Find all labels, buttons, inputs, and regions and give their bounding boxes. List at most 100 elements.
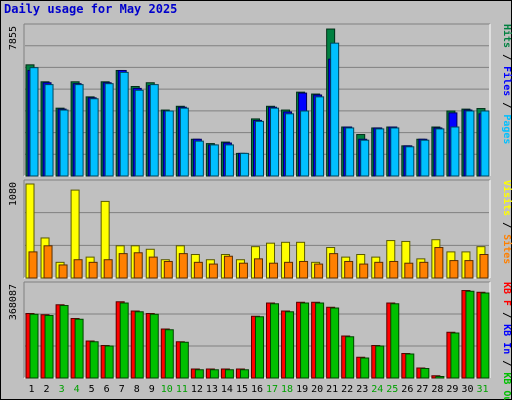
bar-pages [59,109,69,177]
bar-kb-out [44,315,54,379]
bar-sites [193,261,203,279]
bar-sites [404,262,414,279]
day-label: 17 [266,384,278,395]
bar-pages [89,98,99,177]
panel-3: 368087 KB F / KB In / KB Out [8,281,512,400]
day-label: 24 [371,384,383,395]
bar-pages [119,71,129,177]
legend-entry: Hits [501,24,512,48]
day-label: 21 [326,384,338,395]
bar-sites [419,261,429,279]
bar-kb-out [420,368,430,379]
day-label: 20 [311,384,323,395]
legend: KB F / KB In / KB Out [501,282,512,400]
bar-pages [224,144,234,177]
bar-kb-out [315,302,325,379]
day-label: 19 [296,384,308,395]
bar-pages [435,128,445,177]
bar-pages [480,110,490,177]
bar-kb-out [149,313,159,379]
y-max-label: 7855 [8,26,19,50]
bar-sites [389,260,399,279]
legend-entry: / [501,306,512,324]
bar-pages [345,127,355,177]
bar-sites [178,253,188,279]
bar-kb-out [480,292,490,379]
bar-sites [88,261,98,279]
day-label: 26 [401,384,413,395]
bar-sites [299,260,309,279]
bar-kb-out [375,345,385,379]
day-label: 28 [431,384,443,395]
bar-kb-out [390,303,400,379]
bar-kb-out [119,302,129,379]
bar-sites [43,245,53,279]
day-label: 22 [341,384,353,395]
day-label: 10 [161,384,173,395]
bar-sites [479,254,489,279]
bar-kb-out [300,302,310,379]
legend-entry: / [501,96,512,114]
day-label: 30 [461,384,473,395]
bar-sites [208,263,218,279]
bar-kb-out [59,305,69,379]
bar-sites [28,251,38,279]
bar-pages [330,42,340,177]
bar-kb-out [254,316,264,379]
bar-pages [104,83,114,177]
legend-entry: KB Out [501,372,512,400]
bar-pages [29,67,39,177]
legend: Visits / Sites [501,180,512,264]
bar-pages [74,84,84,177]
bar-kb-out [435,376,445,379]
bar-pages [450,126,460,177]
bar-kb-out [104,345,114,379]
legend-entry: Pages [501,114,512,144]
bar-sites [344,260,354,279]
legend-entry: KB In [501,324,512,354]
bar-kb-out [29,313,39,379]
bar-kb-out [465,290,475,379]
day-label: 31 [476,384,488,395]
bar-sites [238,262,248,279]
legend-entry: / [501,216,512,234]
bar-pages [134,89,144,177]
bar-kb-out [89,341,99,379]
bar-pages [405,146,415,177]
bar-sites [253,258,263,279]
day-label: 15 [236,384,248,395]
bar-kb-out [179,341,189,379]
bar-sites [148,256,158,279]
day-label: 12 [191,384,203,395]
day-label: 6 [104,384,110,395]
bar-pages [239,152,249,177]
bar-pages [149,84,159,177]
bar-pages [194,140,204,177]
day-label: 8 [134,384,140,395]
chart-title: Daily usage for May 2025 [4,2,178,16]
bar-sites [449,260,459,279]
panel-1: 7855 Hits / Files / Pages [8,23,512,177]
bar-pages [209,144,219,177]
bar-kb-out [74,318,84,379]
day-label: 16 [251,384,263,395]
bar-kb-out [164,329,174,379]
day-label: 1 [29,384,35,395]
bar-pages [285,113,295,177]
legend-entry: Files [501,66,512,96]
legend-entry: Sites [501,234,512,264]
bar-sites [118,253,128,279]
bar-kb-out [360,357,370,379]
day-label: 9 [149,384,155,395]
bar-pages [164,110,174,177]
bar-pages [300,110,310,177]
bar-pages [254,120,264,177]
day-label: 7 [119,384,125,395]
bar-kb-out [345,336,355,379]
panel-2: 1080 Visits / Sites [8,179,512,279]
bar-kb-out [224,369,234,379]
day-label: 29 [446,384,458,395]
bar-sites [163,260,173,279]
bar-sites [359,263,369,279]
bar-kb-out [209,369,219,379]
